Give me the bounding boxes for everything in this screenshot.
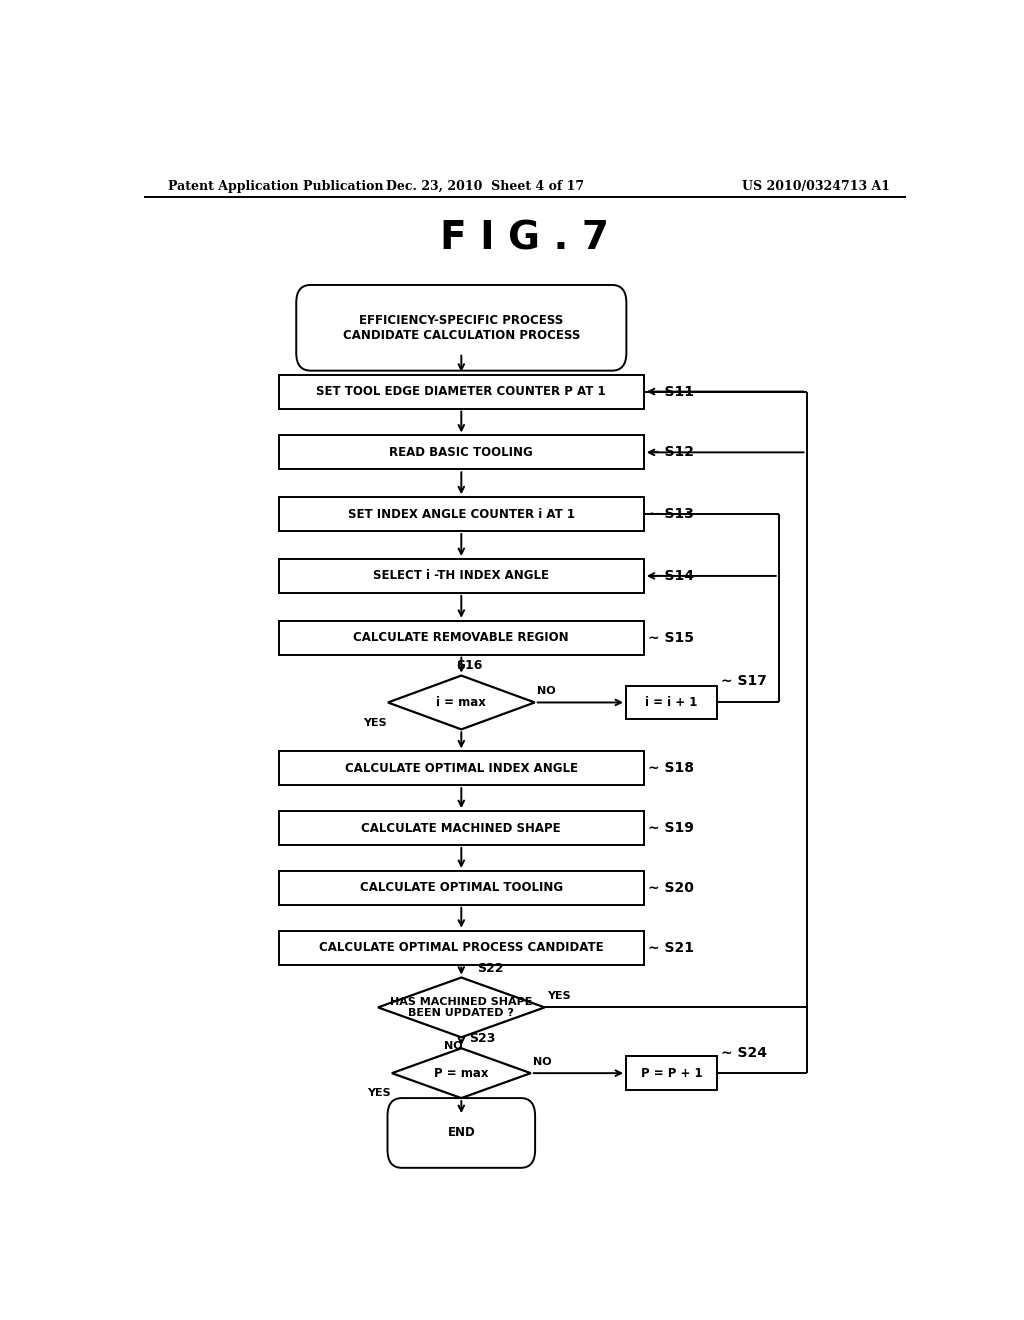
Polygon shape (388, 676, 535, 730)
Text: NO: NO (538, 686, 556, 697)
Bar (279, 375, 644, 408)
Bar (279, 620, 644, 655)
Text: CALCULATE OPTIMAL INDEX ANGLE: CALCULATE OPTIMAL INDEX ANGLE (345, 762, 578, 775)
Text: YES: YES (547, 991, 570, 1002)
Text: ∼ S15: ∼ S15 (648, 631, 694, 644)
Text: YES: YES (362, 718, 386, 729)
Text: CALCULATE MACHINED SHAPE: CALCULATE MACHINED SHAPE (361, 821, 561, 834)
Bar (279, 436, 644, 470)
Text: S23: S23 (469, 1032, 496, 1045)
Text: ∼ S14: ∼ S14 (648, 569, 694, 583)
Text: HAS MACHINED SHAPE
BEEN UPDATED ?: HAS MACHINED SHAPE BEEN UPDATED ? (390, 997, 532, 1018)
Text: i = max: i = max (436, 696, 486, 709)
Text: ∼ S13: ∼ S13 (648, 507, 693, 521)
Bar (279, 498, 644, 531)
Text: ∼ S20: ∼ S20 (648, 880, 693, 895)
Text: ∼ S19: ∼ S19 (648, 821, 693, 836)
FancyBboxPatch shape (296, 285, 627, 371)
Bar (279, 751, 644, 785)
Text: CALCULATE REMOVABLE REGION: CALCULATE REMOVABLE REGION (353, 631, 569, 644)
Text: ∼ S18: ∼ S18 (648, 762, 694, 775)
Text: P = P + 1: P = P + 1 (641, 1067, 702, 1080)
Bar (279, 871, 644, 904)
Text: CALCULATE OPTIMAL PROCESS CANDIDATE: CALCULATE OPTIMAL PROCESS CANDIDATE (319, 941, 603, 954)
Text: ∼ S24: ∼ S24 (721, 1047, 767, 1060)
Text: EFFICIENCY-SPECIFIC PROCESS
CANDIDATE CALCULATION PROCESS: EFFICIENCY-SPECIFIC PROCESS CANDIDATE CA… (343, 314, 580, 342)
Text: i = i + 1: i = i + 1 (645, 696, 697, 709)
Text: NO: NO (444, 1041, 463, 1051)
Text: SET INDEX ANGLE COUNTER i AT 1: SET INDEX ANGLE COUNTER i AT 1 (348, 508, 574, 520)
Text: END: END (447, 1126, 475, 1139)
FancyBboxPatch shape (387, 1098, 536, 1168)
Text: P = max: P = max (434, 1067, 488, 1080)
Text: NO: NO (534, 1057, 552, 1067)
Bar (279, 810, 644, 845)
Text: ∼ S11: ∼ S11 (648, 384, 694, 399)
Text: CALCULATE OPTIMAL TOOLING: CALCULATE OPTIMAL TOOLING (359, 882, 563, 895)
Text: Dec. 23, 2010  Sheet 4 of 17: Dec. 23, 2010 Sheet 4 of 17 (386, 180, 584, 193)
Text: YES: YES (367, 1088, 390, 1098)
Bar (279, 931, 644, 965)
Text: ∼ S17: ∼ S17 (721, 673, 767, 688)
Bar (626, 1056, 717, 1090)
Text: SELECT i -TH INDEX ANGLE: SELECT i -TH INDEX ANGLE (374, 569, 549, 582)
Text: S22: S22 (477, 961, 504, 974)
Text: SET TOOL EDGE DIAMETER COUNTER P AT 1: SET TOOL EDGE DIAMETER COUNTER P AT 1 (316, 385, 606, 399)
Text: F I G . 7: F I G . 7 (440, 219, 609, 257)
Polygon shape (392, 1048, 530, 1098)
Text: S16: S16 (456, 659, 482, 672)
Text: US 2010/0324713 A1: US 2010/0324713 A1 (741, 180, 890, 193)
Bar (279, 558, 644, 593)
Text: ∼ S21: ∼ S21 (648, 941, 694, 954)
Text: Patent Application Publication: Patent Application Publication (168, 180, 383, 193)
Polygon shape (378, 978, 545, 1038)
Bar (626, 685, 717, 719)
Text: READ BASIC TOOLING: READ BASIC TOOLING (389, 446, 534, 459)
Text: ∼ S12: ∼ S12 (648, 445, 694, 459)
